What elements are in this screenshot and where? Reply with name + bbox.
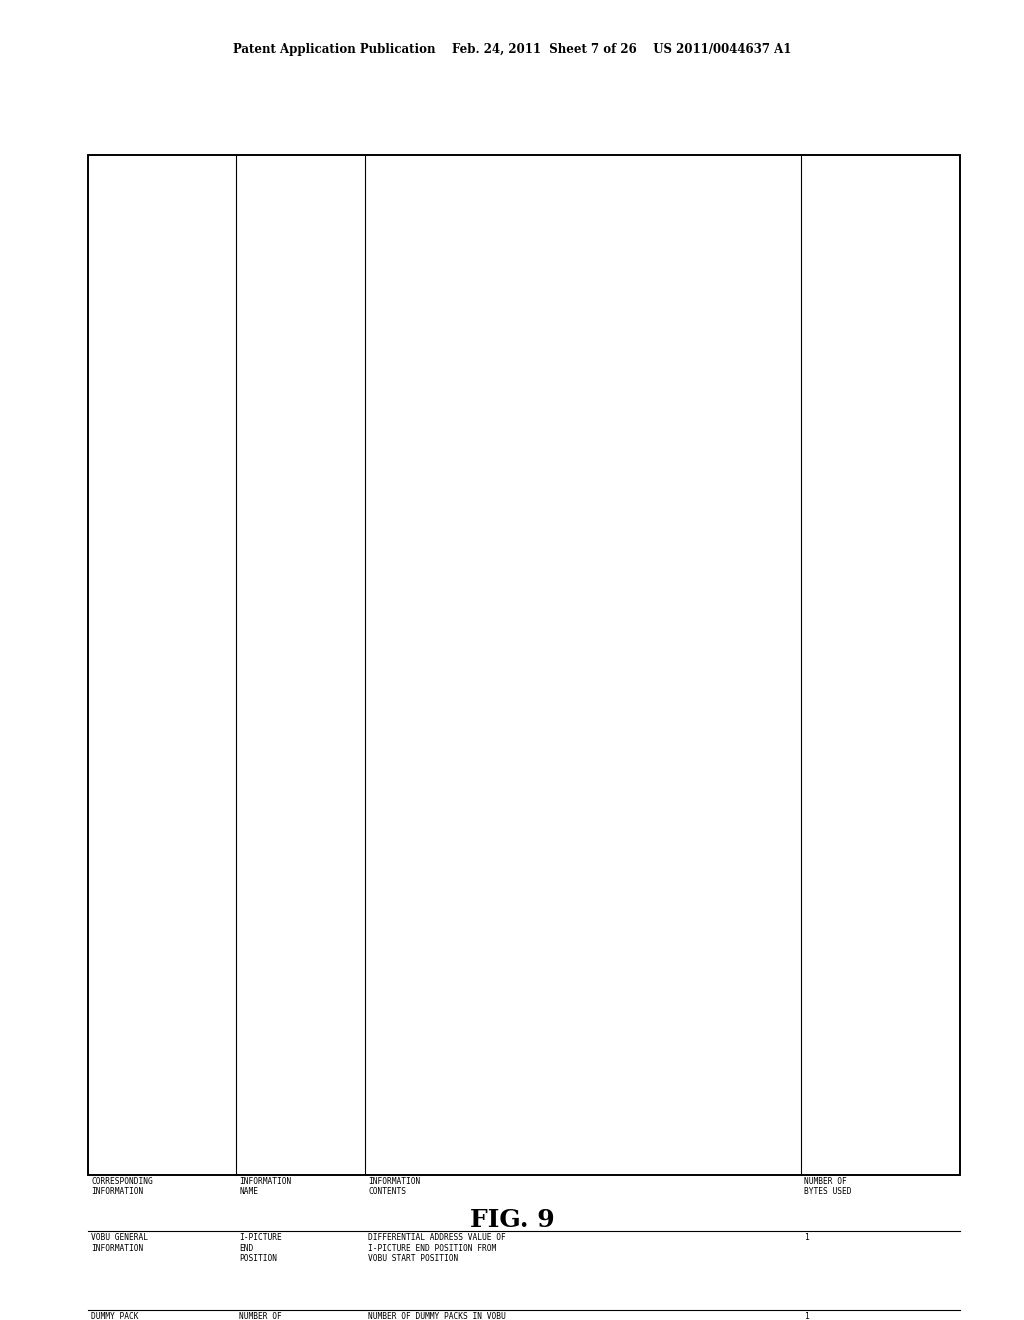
Text: Patent Application Publication    Feb. 24, 2011  Sheet 7 of 26    US 2011/004463: Patent Application Publication Feb. 24, … [232, 44, 792, 57]
Text: CORRESPONDING
INFORMATION: CORRESPONDING INFORMATION [91, 1177, 153, 1196]
Bar [88, 154, 961, 1175]
Text: 1: 1 [804, 1233, 809, 1242]
Text: VOBU GENERAL
INFORMATION: VOBU GENERAL INFORMATION [91, 1233, 148, 1253]
Text: NUMBER OF
BYTES USED: NUMBER OF BYTES USED [804, 1177, 852, 1196]
Bar [88, 154, 961, 1175]
Text: NUMBER OF DUMMY PACKS IN VOBU: NUMBER OF DUMMY PACKS IN VOBU [369, 1312, 506, 1320]
Text: FIG. 9: FIG. 9 [470, 1208, 554, 1232]
Text: DIFFERENTIAL ADDRESS VALUE OF
I-PICTURE END POSITION FROM
VOBU START POSITION: DIFFERENTIAL ADDRESS VALUE OF I-PICTURE … [369, 1233, 506, 1263]
Text: I-PICTURE
END
POSITION: I-PICTURE END POSITION [240, 1233, 282, 1263]
Text: INFORMATION
CONTENTS: INFORMATION CONTENTS [369, 1177, 421, 1196]
Text: 1: 1 [804, 1312, 809, 1320]
Text: INFORMATION
NAME: INFORMATION NAME [240, 1177, 292, 1196]
Text: NUMBER OF
DUMMY PACKS: NUMBER OF DUMMY PACKS [240, 1312, 292, 1320]
Text: DUMMY PACK
INFORMATION: DUMMY PACK INFORMATION [91, 1312, 143, 1320]
